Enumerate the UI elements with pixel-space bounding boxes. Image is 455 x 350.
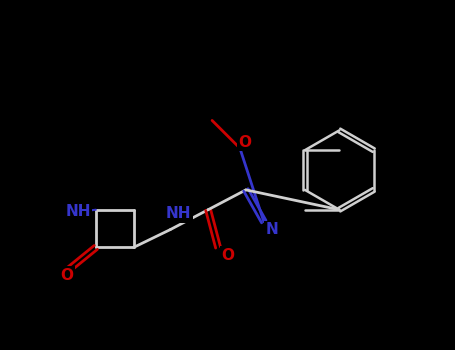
Text: NH: NH — [166, 206, 191, 221]
Text: O: O — [238, 135, 252, 150]
Text: NH: NH — [65, 204, 91, 219]
Text: O: O — [222, 248, 234, 263]
Text: O: O — [61, 268, 74, 283]
Text: N: N — [265, 222, 278, 237]
